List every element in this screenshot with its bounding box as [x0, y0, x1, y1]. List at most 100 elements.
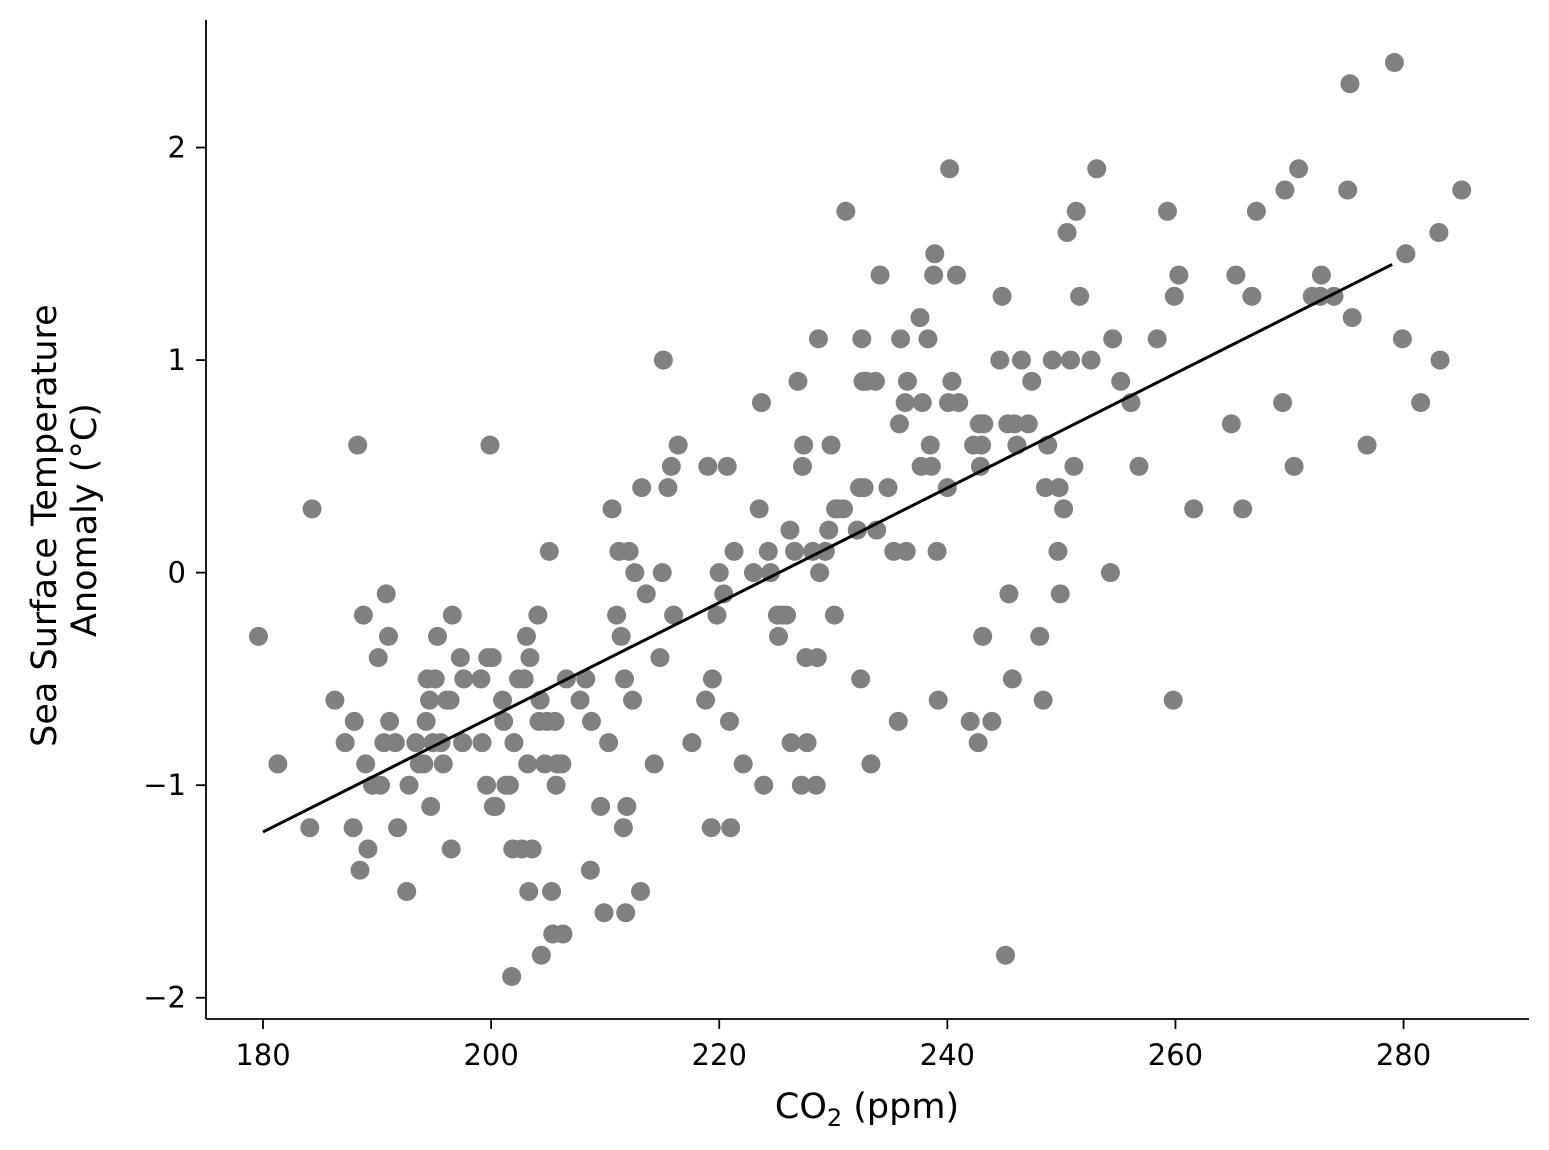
data-point: [516, 626, 536, 646]
data-point: [999, 584, 1019, 604]
data-point: [861, 754, 881, 774]
data-point: [1129, 456, 1149, 476]
y-tick-label: 0: [168, 556, 186, 590]
data-point: [942, 371, 962, 391]
data-point: [416, 711, 436, 731]
y-tick-label: 2: [168, 131, 186, 165]
data-point: [797, 733, 817, 753]
data-point: [613, 818, 633, 838]
data-point: [754, 775, 774, 795]
data-point: [1002, 669, 1022, 689]
data-point: [1226, 265, 1246, 285]
data-point: [617, 796, 637, 816]
data-point: [1411, 393, 1431, 413]
x-axis-title: CO2 (ppm): [775, 1087, 959, 1132]
data-point: [891, 329, 911, 349]
data-point: [1087, 159, 1107, 179]
data-point: [553, 924, 573, 944]
data-point: [1042, 350, 1062, 370]
data-point: [480, 435, 500, 455]
data-point: [1430, 350, 1450, 370]
data-point: [1035, 478, 1055, 498]
data-point: [546, 775, 566, 795]
data-point: [514, 669, 534, 689]
data-point: [806, 775, 826, 795]
data-point: [625, 563, 645, 583]
data-point: [1338, 180, 1358, 200]
data-point: [1030, 626, 1050, 646]
data-point: [794, 435, 814, 455]
data-point: [576, 669, 596, 689]
data-point: [1070, 286, 1090, 306]
data-point: [1005, 414, 1025, 434]
data-point: [910, 308, 930, 328]
data-point: [376, 584, 396, 604]
data-point: [1310, 286, 1330, 306]
data-point: [414, 754, 434, 774]
data-point: [807, 648, 827, 668]
data-point: [425, 669, 445, 689]
data-point: [1164, 286, 1184, 306]
data-point: [749, 499, 769, 519]
x-axis-ticks: 180 200 220 240 260 280: [235, 1019, 1431, 1072]
data-point: [780, 520, 800, 540]
data-point: [701, 818, 721, 838]
data-point: [1184, 499, 1204, 519]
data-point: [248, 626, 268, 646]
data-point: [968, 733, 988, 753]
data-point: [709, 563, 729, 583]
y-tick-label: −1: [143, 768, 186, 802]
data-point: [707, 605, 727, 625]
data-point: [897, 371, 917, 391]
data-point: [1246, 201, 1266, 221]
data-point: [499, 775, 519, 795]
data-point: [889, 414, 909, 434]
data-point: [472, 733, 492, 753]
data-point: [300, 818, 320, 838]
data-point: [615, 669, 635, 689]
data-point: [927, 541, 947, 561]
data-point: [356, 754, 376, 774]
data-point: [920, 435, 940, 455]
data-point: [650, 648, 670, 668]
data-point: [1284, 456, 1304, 476]
data-point: [518, 754, 538, 774]
data-point: [570, 690, 590, 710]
data-point: [1384, 53, 1404, 73]
data-point: [852, 329, 872, 349]
data-point: [380, 711, 400, 731]
trend-line: [262, 263, 1393, 834]
data-point: [344, 711, 364, 731]
data-point: [982, 711, 1002, 731]
data-point: [758, 541, 778, 561]
data-point: [531, 945, 551, 965]
data-point: [658, 478, 678, 498]
data-point: [788, 371, 808, 391]
data-point: [1340, 74, 1360, 94]
data-point: [399, 775, 419, 795]
data-point: [1273, 393, 1293, 413]
y-tick-label: −2: [143, 981, 186, 1015]
data-point: [661, 456, 681, 476]
data-point: [441, 839, 461, 859]
data-point: [996, 945, 1016, 965]
data-point: [1111, 371, 1131, 391]
data-point: [581, 711, 601, 731]
data-point: [594, 903, 614, 923]
data-point: [623, 690, 643, 710]
data-point: [1057, 223, 1077, 243]
data-point: [821, 435, 841, 455]
data-point: [1289, 159, 1309, 179]
x-axis-title-unit: (ppm): [842, 1087, 959, 1127]
x-tick-label: 280: [1376, 1038, 1431, 1072]
data-point: [482, 648, 502, 668]
data-point: [717, 456, 737, 476]
data-point: [440, 690, 460, 710]
data-point: [619, 541, 639, 561]
data-point: [420, 690, 440, 710]
y-axis-title-line-1: Sea Surface Temperature: [25, 304, 65, 747]
data-point: [343, 818, 363, 838]
data-point: [896, 541, 916, 561]
data-point: [1049, 478, 1069, 498]
